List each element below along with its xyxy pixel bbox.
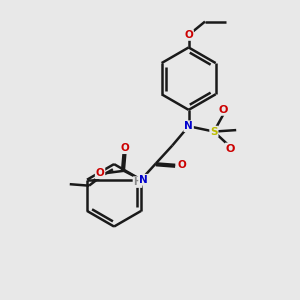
Text: N: N [139,175,148,185]
Text: O: O [219,105,228,115]
Text: H: H [134,177,142,187]
Text: O: O [96,168,104,178]
Text: N: N [184,121,193,131]
Text: O: O [226,143,235,154]
Text: O: O [184,30,193,40]
Text: S: S [210,127,218,136]
Text: O: O [121,143,130,153]
Text: O: O [177,160,186,170]
